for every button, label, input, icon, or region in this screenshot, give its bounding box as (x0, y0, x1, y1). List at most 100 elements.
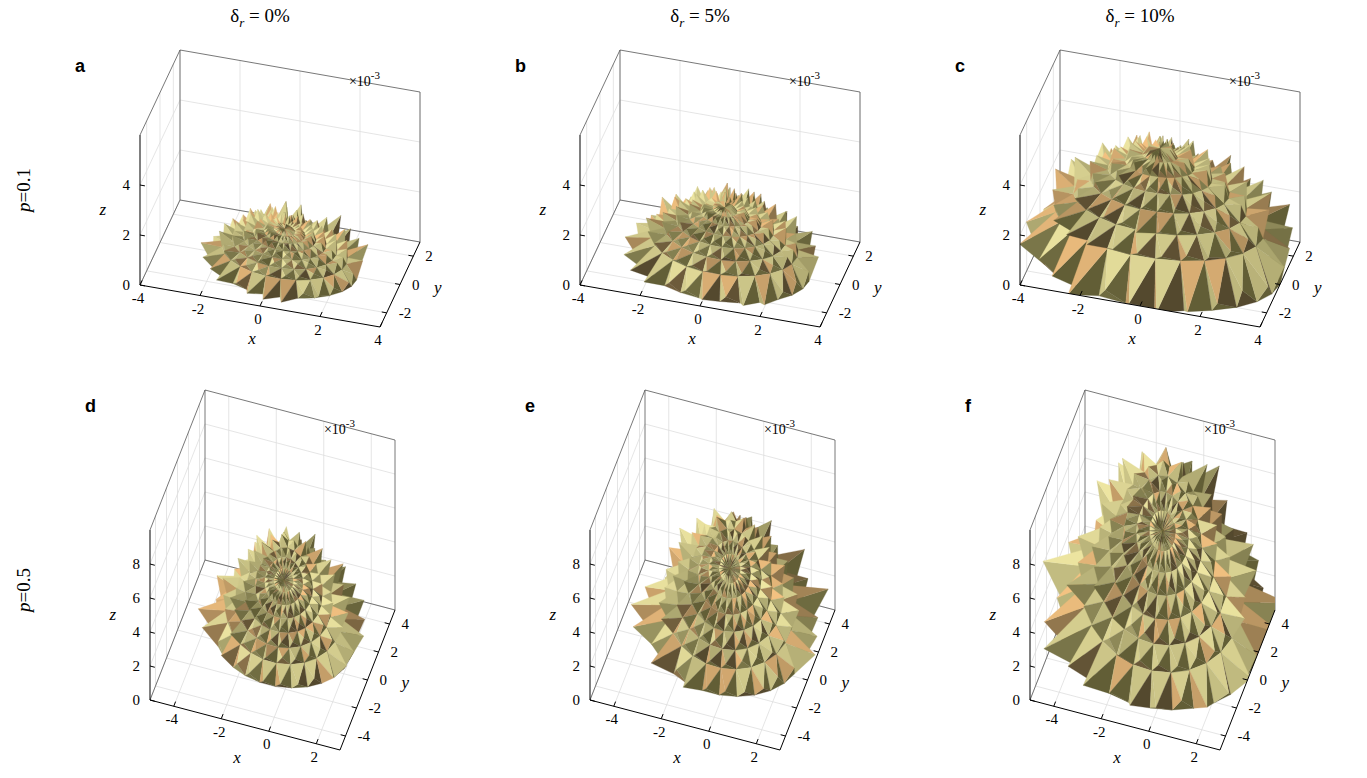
figure: δr = 0%δr = 5%δr = 10%p=0.1p=0.5-4-2024-… (0, 0, 1367, 778)
surface-facet (725, 208, 735, 216)
grid-line (180, 200, 420, 242)
grid-line (620, 100, 860, 142)
surface-facet (1174, 209, 1190, 213)
surface-facet (1130, 150, 1143, 155)
grid-line (177, 460, 178, 630)
row-variable: p (13, 602, 34, 614)
surface-facet (283, 215, 286, 224)
surface-facet (755, 274, 770, 305)
surface-facet (1155, 155, 1159, 162)
surface-facet (275, 578, 284, 581)
surface-facet (258, 221, 266, 228)
surface-facet (245, 594, 258, 601)
surface-facet (1162, 235, 1181, 261)
surface-facet (720, 192, 723, 202)
surface-facet (309, 246, 316, 249)
axis-line (1020, 135, 1021, 285)
grid-line (1060, 100, 1300, 142)
surface-facet (1159, 156, 1164, 163)
tick-label: -2 (192, 301, 205, 317)
multiplier-exponent: -3 (371, 69, 381, 81)
surface-facet (294, 227, 301, 231)
box-edge (580, 200, 620, 285)
surface-facet (265, 574, 274, 578)
tick-label: 4 (814, 332, 822, 348)
tick (1140, 301, 1142, 306)
panel: -4-202-4-202402468xyz×10-3d (85, 390, 410, 767)
surface-facet (1137, 233, 1156, 259)
grid-line (199, 404, 200, 574)
grid-line (228, 396, 229, 566)
row-value: =0.5 (13, 568, 34, 602)
surface-facet (296, 276, 310, 280)
axis-line (580, 135, 581, 285)
surface-facet (725, 208, 730, 217)
tick (380, 322, 382, 327)
tick-label: -4 (572, 290, 585, 306)
grid-line (269, 591, 324, 731)
row-variable: p (13, 202, 34, 214)
surface-facet (245, 246, 255, 251)
surface-facet (247, 276, 266, 294)
surface-facet (310, 280, 318, 298)
grid-line (155, 516, 156, 686)
axis-multiplier: ×10-3 (789, 69, 821, 89)
tick-label: 2 (123, 227, 131, 243)
surface-facet (1128, 191, 1145, 209)
surface-facet (217, 267, 241, 284)
tick-label: -2 (839, 305, 852, 321)
grid-line (205, 560, 395, 610)
tick-label: 4 (1003, 177, 1011, 193)
surface-facet (716, 188, 725, 203)
axis-title: z (538, 200, 546, 219)
box-edge (180, 50, 420, 92)
row-title: p=0.5 (13, 568, 34, 614)
surface-facet (284, 579, 293, 581)
grid-line (371, 434, 372, 604)
surface-facet (1197, 235, 1209, 261)
surface-facet (293, 582, 298, 585)
surface-facet (738, 276, 755, 306)
axis-line (380, 242, 420, 327)
axis-line (1020, 285, 1260, 327)
tick-label: 0 (412, 277, 420, 293)
tick (140, 235, 145, 237)
grid-line (173, 64, 174, 214)
surface-facet (264, 558, 274, 566)
tick (140, 185, 145, 187)
tick (580, 285, 585, 287)
surface-facet (268, 578, 274, 581)
box-edge (140, 50, 180, 135)
axis-title: x (247, 329, 256, 348)
title-text: = 10% (1119, 5, 1174, 26)
tick (822, 311, 827, 313)
tick (1020, 185, 1025, 187)
tick (1275, 283, 1280, 285)
surface-facet (676, 253, 693, 267)
grid-line (150, 424, 205, 564)
title-text: = 5% (684, 5, 730, 26)
grid-line (240, 61, 241, 211)
box-edge (620, 50, 860, 92)
grid-line (156, 686, 346, 736)
grid-line (420, 92, 421, 242)
surface-facet (1104, 205, 1126, 225)
tick-label: -2 (1072, 301, 1085, 317)
surface-facet (1090, 161, 1109, 170)
surface-facet (1159, 149, 1164, 163)
surface-facet (281, 215, 286, 224)
surface-facet (669, 267, 687, 293)
tick (382, 311, 387, 313)
tick (1260, 322, 1262, 327)
surface-facet (1170, 195, 1175, 214)
grid-line (620, 50, 621, 200)
grid-line (150, 458, 205, 598)
column-title: δr = 10% (1105, 5, 1174, 30)
surface-facet (198, 599, 228, 611)
surface-facet (269, 581, 275, 584)
grid-line (700, 221, 740, 306)
tick-label: 2 (1003, 227, 1011, 243)
surface-facet (1114, 148, 1128, 158)
grid-line (300, 71, 301, 221)
surface-facet (742, 261, 755, 276)
